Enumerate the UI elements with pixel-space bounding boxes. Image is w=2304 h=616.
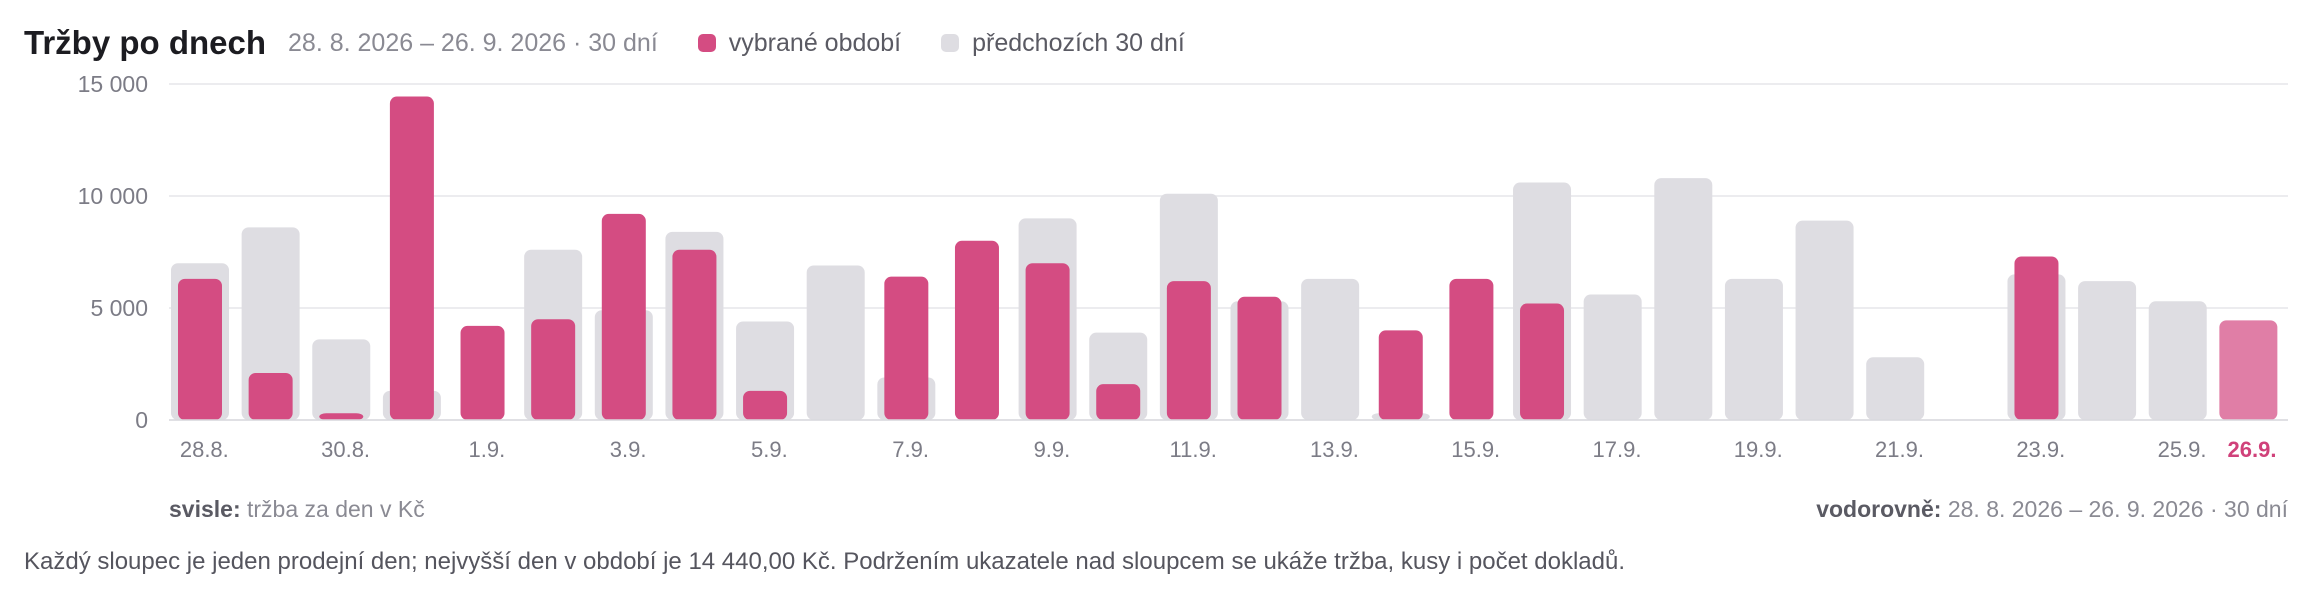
bar-current-period — [389, 96, 434, 420]
x-tick-label: 3.9. — [610, 437, 647, 462]
bar-previous-period — [1795, 220, 1854, 420]
date-range: 28. 8. 2026 – 26. 9. 2026 · 30 dní — [288, 28, 658, 57]
y-axis-note-label: svisle: — [169, 496, 241, 522]
bar-current-period — [1520, 303, 1565, 420]
bar-current-period — [884, 276, 929, 420]
y-tick-label: 5 000 — [90, 295, 148, 321]
chart-footnote: Každý sloupec je jeden prodejní den; nej… — [24, 548, 1625, 575]
bar-current-period — [954, 240, 999, 420]
bar-current-period — [1449, 278, 1494, 420]
chart-title: Tržby po dnech — [24, 24, 267, 61]
bar-current-period — [672, 249, 717, 420]
x-tick-label: 25.9. — [2158, 437, 2207, 462]
x-axis-note: vodorovně: 28. 8. 2026 – 26. 9. 2026 · 3… — [1816, 496, 2288, 523]
legend-label-current: vybrané období — [728, 28, 902, 57]
bar-previous-period — [241, 227, 300, 420]
legend-item-current[interactable]: vybrané období — [697, 28, 902, 58]
x-axis-note-text: 28. 8. 2026 – 26. 9. 2026 · 30 dní — [1947, 496, 2288, 522]
bar-current-period — [1378, 330, 1423, 420]
y-axis-note: svisle: tržba za den v Kč — [169, 496, 425, 523]
x-tick-label: 19.9. — [1734, 437, 1783, 462]
bar-current-period — [1166, 281, 1211, 420]
bar-previous-period — [1866, 357, 1925, 420]
bar-current-today — [2219, 320, 2278, 420]
x-tick-label-today: 26.9. — [2228, 437, 2277, 462]
x-tick-label: 7.9. — [892, 437, 929, 462]
x-tick-label: 28.8. — [180, 437, 229, 462]
x-tick-label: 15.9. — [1451, 437, 1500, 462]
bar-previous-period — [2148, 301, 2207, 420]
bar-current-period — [601, 213, 646, 420]
legend-swatch-previous — [941, 34, 960, 52]
bar-current-period — [319, 413, 364, 420]
x-tick-label: 9.9. — [1034, 437, 1071, 462]
bar-current-period — [1025, 263, 1070, 420]
bar-current-period — [1096, 384, 1141, 420]
bar-current-period — [2014, 256, 2059, 420]
y-tick-label: 0 — [135, 407, 148, 433]
x-tick-label: 5.9. — [751, 437, 788, 462]
y-tick-label: 10 000 — [78, 183, 148, 209]
bar-previous-period — [312, 339, 371, 420]
bar-current-period — [743, 390, 788, 420]
x-tick-label: 21.9. — [1875, 437, 1924, 462]
bar-current-period — [531, 319, 576, 420]
bar-previous-period — [1654, 178, 1713, 420]
bar-current-period — [248, 372, 293, 420]
x-tick-label: 17.9. — [1593, 437, 1642, 462]
bar-previous-period — [2078, 281, 2137, 420]
x-tick-label: 11.9. — [1170, 437, 1217, 462]
y-axis-note-text: tržba za den v Kč — [247, 496, 425, 522]
x-tick-label: 13.9. — [1310, 437, 1359, 462]
bar-current-period — [460, 325, 505, 420]
bar-previous-period — [806, 265, 865, 420]
bar-current-period — [1237, 296, 1282, 420]
x-axis-note-label: vodorovně: — [1816, 496, 1942, 522]
x-tick-label: 23.9. — [2016, 437, 2065, 462]
legend-label-previous: předchozích 30 dní — [972, 28, 1185, 57]
legend-item-previous[interactable]: předchozích 30 dní — [941, 29, 1185, 58]
y-tick-label: 15 000 — [78, 71, 148, 97]
chart-header: Tržby po dnech 28. 8. 2026 – 26. 9. 2026… — [24, 18, 1185, 68]
bar-previous-period — [1724, 278, 1783, 420]
x-tick-label: 1.9. — [468, 437, 505, 462]
x-tick-label: 30.8. — [321, 437, 370, 462]
bar-previous-period — [1301, 278, 1360, 420]
bar-previous-period — [1583, 294, 1642, 420]
bar-current-period — [178, 278, 222, 420]
legend-swatch-current — [697, 34, 716, 52]
